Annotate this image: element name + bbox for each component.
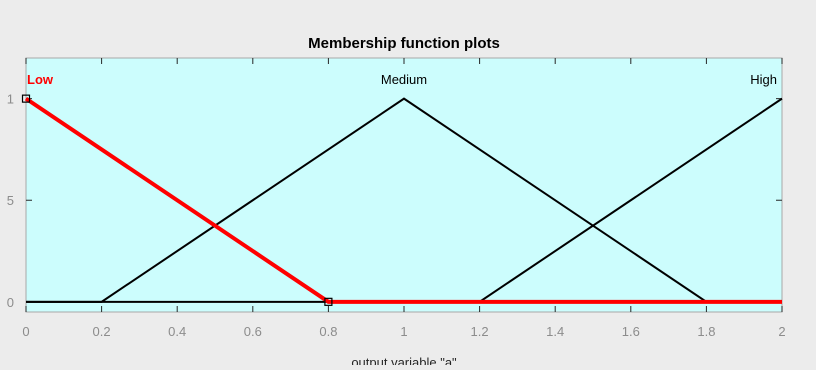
x-tick-label: 0.2 bbox=[93, 324, 111, 339]
y-tick-label: 5 bbox=[7, 193, 14, 208]
series-line-low[interactable] bbox=[24, 96, 782, 304]
plot-area[interactable] bbox=[25, 57, 783, 313]
x-tick-label: 1 bbox=[400, 324, 407, 339]
x-tick-label: 0.4 bbox=[168, 324, 186, 339]
x-tick-label: 0.6 bbox=[244, 324, 262, 339]
y-tick-label: 1 bbox=[7, 92, 14, 107]
series-label-high[interactable]: High bbox=[750, 72, 777, 87]
x-tick-label: 1.2 bbox=[471, 324, 489, 339]
series-handle-low[interactable] bbox=[21, 94, 31, 103]
x-tick-label: 1.4 bbox=[546, 324, 564, 339]
series-label-medium[interactable]: Medium bbox=[381, 72, 427, 87]
x-tick-label: 0 bbox=[22, 324, 29, 339]
y-tick-label: 0 bbox=[7, 295, 14, 310]
x-tick-label: 1.6 bbox=[622, 324, 640, 339]
x-tick-label: 2 bbox=[778, 324, 785, 339]
series-handle-low[interactable] bbox=[324, 297, 333, 306]
x-tick-label: 1.8 bbox=[697, 324, 715, 339]
chart-title: Membership function plots bbox=[308, 35, 500, 52]
x-axis-label: output variable "a" bbox=[351, 355, 457, 365]
x-tick-label: 0.8 bbox=[319, 324, 337, 339]
series-label-low[interactable]: Low bbox=[27, 72, 54, 87]
